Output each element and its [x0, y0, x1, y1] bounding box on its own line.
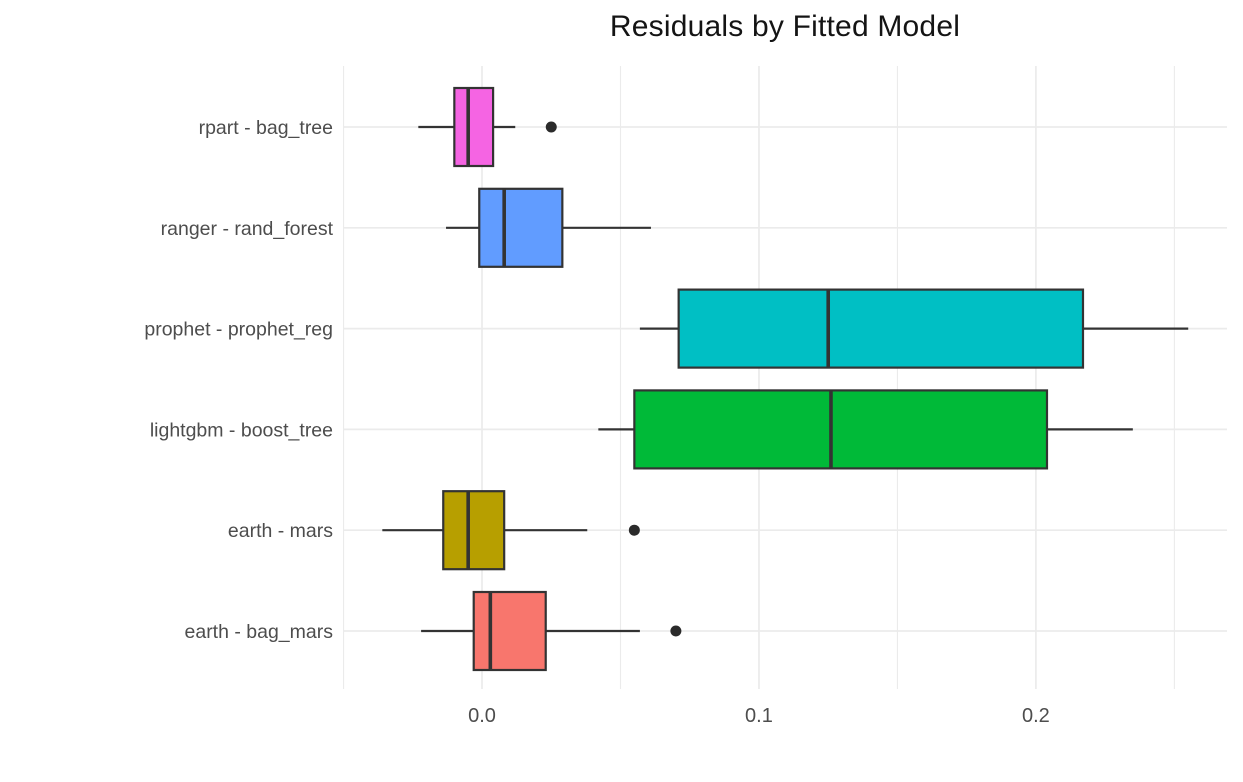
y-axis-label: earth - mars	[228, 520, 333, 542]
y-axis-label: rpart - bag_tree	[199, 117, 333, 139]
box	[442, 490, 506, 571]
x-tick-label: 0.2	[1022, 705, 1050, 727]
x-tick-label: 0.0	[468, 705, 496, 727]
box	[472, 590, 547, 672]
outlier-dot	[628, 524, 640, 536]
box	[453, 86, 495, 168]
outlier-dot	[670, 625, 682, 637]
box	[478, 187, 564, 268]
y-axis-label: earth - bag_mars	[185, 621, 334, 643]
y-axis-label: prophet - prophet_reg	[144, 319, 333, 341]
y-axis-label: lightgbm - boost_tree	[150, 419, 333, 441]
x-tick-label: 0.1	[745, 705, 773, 727]
box	[677, 288, 1085, 369]
y-axis-label: ranger - rand_forest	[161, 218, 334, 240]
chart-title: Residuals by Fitted Model	[609, 10, 961, 43]
box	[633, 389, 1049, 470]
outlier-dot	[545, 121, 557, 133]
